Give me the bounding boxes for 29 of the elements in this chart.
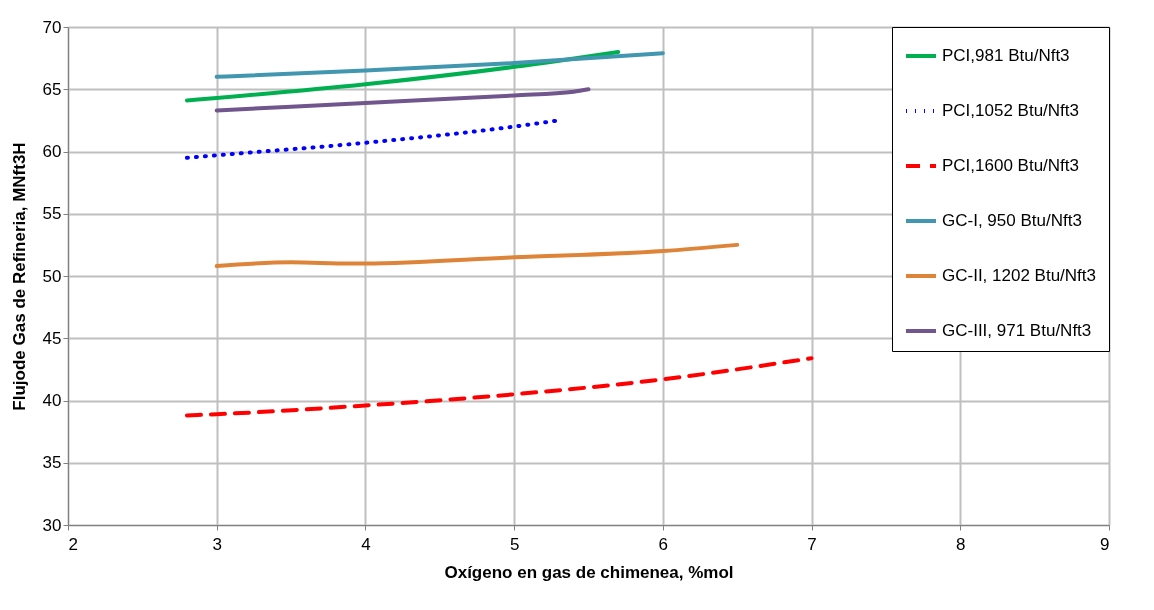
y-axis-title: Flujode Gas de Refineria, MNft3H	[9, 142, 29, 411]
y-tick-label: 30	[42, 515, 62, 535]
x-tick-label: 7	[807, 534, 817, 554]
line-series	[184, 356, 814, 418]
y-tick-label: 65	[42, 79, 62, 99]
y-tick-label: 70	[42, 17, 62, 37]
legend-label: PCI,981 Btu/Nft3	[942, 46, 1070, 65]
y-tick-label: 45	[42, 328, 62, 348]
x-axis-title: Oxígeno en gas de chimenea, %mol	[444, 562, 734, 582]
line-series	[214, 242, 740, 269]
x-tick-label: 6	[658, 534, 669, 554]
line-series	[214, 87, 591, 113]
legend-label: PCI,1600 Btu/Nft3	[942, 156, 1080, 175]
y-tick-label: 60	[42, 142, 62, 161]
x-tick-label: 9	[1100, 534, 1110, 554]
legend-label: GC-III, 971 Btu/Nft3	[942, 321, 1092, 340]
legend-label: GC-I, 950 Btu/Nft3	[942, 211, 1082, 230]
y-tick-label: 40	[42, 391, 62, 410]
y-tick-label: 50	[42, 266, 62, 286]
x-tick-label: 2	[68, 534, 78, 554]
legend-label: GC-II, 1202 Btu/Nft3	[942, 266, 1097, 285]
x-tick-label: 8	[956, 534, 966, 554]
legend-label: PCI,1052 Btu/Nft3	[942, 101, 1080, 120]
x-tick-label: 3	[212, 534, 222, 554]
y-tick-label: 35	[42, 453, 62, 473]
x-tick-label: 5	[509, 534, 520, 554]
y-tick-label: 55	[42, 204, 62, 224]
line-series	[214, 51, 665, 79]
x-tick-label: 4	[361, 534, 371, 554]
